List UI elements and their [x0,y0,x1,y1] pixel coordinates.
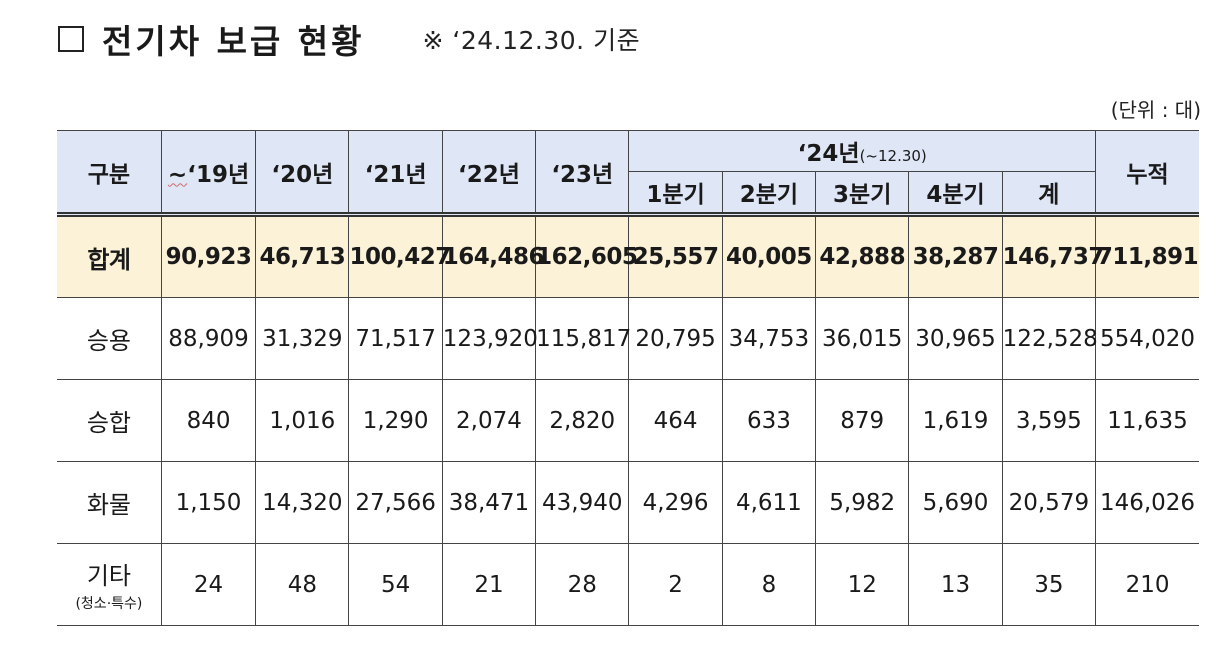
header-row-1: 구분 ~‘19년 ‘20년 ‘21년 ‘22년 ‘23년 ‘24년(~12.30… [57,130,1199,215]
table-cell: 90,923 [160,212,257,298]
table-cell: 554,020 [1095,297,1199,380]
header-q4: 4분기 [908,171,1003,215]
table-cell: 46,713 [255,212,350,298]
header-2024-period: (~12.30) [859,147,927,165]
table-cell: 13 [908,543,1003,626]
table-cell: 1,016 [255,379,350,462]
table-cell: 5,982 [815,461,910,544]
table-cell: 38,287 [908,212,1003,298]
table-cell: 42,888 [815,212,910,298]
table-cell: 40,005 [721,212,817,298]
table-cell: 840 [160,379,257,462]
row-label-text: 승용 [86,327,132,355]
table-cell: 210 [1095,543,1199,626]
table-cell: 123,920 [441,297,538,380]
header-q1: 1분기 [628,171,723,215]
table-cell: 34,753 [721,297,817,380]
table-cell: 146,737 [1001,212,1104,298]
table-cell: 21 [441,543,537,626]
title-row: 전기차 보급 현황 ※ ‘24.12.30. 기준 [58,14,640,64]
table-cell: 24 [160,543,257,626]
table-cell: 71,517 [348,297,443,380]
table-cell: 162,605 [535,212,638,298]
header-q3: 3분기 [815,171,910,215]
row-label: 기타 (청소·특수) [57,543,162,626]
table-body: 합계 90,923 46,713 100,427 164,486 162,605 25,55… [57,212,1199,626]
header-2020: ‘20년 [255,130,350,215]
table-cell: 122,528 [1001,297,1098,380]
header-2024: ‘24년(~12.30) [628,130,1097,172]
table-cell: 464 [628,379,723,462]
table-row: 승합 840 1,016 1,290 2,074 2,820 464 633 879 1,619 3… [57,379,1199,462]
table-cell: 20,579 [1001,461,1097,544]
table-row: 합계 90,923 46,713 100,427 164,486 162,605 25,55… [57,212,1199,298]
checkbox-square-icon [58,26,84,52]
table-cell: 43,940 [535,461,630,544]
header-2023: ‘23년 [535,130,630,215]
table-row: 화물 1,150 14,320 27,566 38,471 43,940 4,296 4,61… [57,461,1199,544]
table-cell: 711,891 [1095,212,1199,298]
page-title: 전기차 보급 현황 [102,22,365,61]
header-2021: ‘21년 [348,130,443,215]
table-cell: 38,471 [441,461,537,544]
date-note: ※ ‘24.12.30. 기준 [422,26,641,55]
row-label-text: 합계 [87,245,131,274]
header-q2: 2분기 [721,171,817,215]
table-cell: 633 [721,379,817,462]
row-sublabel: (청소·특수) [75,596,143,612]
table-cell: 1,150 [160,461,257,544]
table-cell: 12 [815,543,910,626]
table-cell: 2,820 [535,379,630,462]
table-cell: 30,965 [908,297,1003,380]
row-label: 화물 [57,461,162,544]
table-row: 기타 (청소·특수) 24 48 54 21 28 2 8 12 13 35 210 [57,543,1199,626]
table-cell: 2,074 [441,379,537,462]
table-cell: 88,909 [160,297,257,380]
header-2019-prefix: ~ [167,161,188,188]
ev-status-table: 구분 ~‘19년 ‘20년 ‘21년 ‘22년 ‘23년 ‘24년(~12.30… [57,130,1199,626]
table-cell: 3,595 [1001,379,1097,462]
row-label: 합계 [57,212,162,298]
table-cell: 20,795 [628,297,723,380]
row-label: 승용 [57,297,162,380]
header-sum: 계 [1001,171,1096,215]
row-label: 승합 [57,379,162,462]
table-cell: 115,817 [535,297,631,380]
header-2019: ~‘19년 [160,130,257,215]
table-cell: 4,296 [628,461,723,544]
table-cell: 11,635 [1095,379,1199,462]
table-cell: 100,427 [348,212,451,298]
header-2024-label: ‘24년 [797,141,860,167]
table-cell: 14,320 [255,461,350,544]
table-cell: 2 [628,543,723,626]
table-cell: 48 [255,543,350,626]
table-cell: 5,690 [908,461,1003,544]
header-2022: ‘22년 [441,130,537,215]
table-cell: 28 [535,543,630,626]
header-row-2: 1분기 2분기 3분기 4분기 계 [57,171,1199,215]
table-cell: 54 [348,543,443,626]
table-cell: 36,015 [815,297,910,380]
table-cell: 8 [721,543,817,626]
header-cumulative: 누적 [1095,130,1199,215]
table-cell: 27,566 [348,461,443,544]
header-2019-label: ‘19년 [187,161,250,188]
row-label-text: 화물 [86,491,132,519]
table-cell: 1,290 [348,379,443,462]
table-cell: 879 [815,379,910,462]
table-cell: 25,557 [628,212,723,298]
table-cell: 164,486 [441,212,545,298]
unit-label: (단위 : 대) [1110,98,1201,122]
table-cell: 31,329 [255,297,350,380]
table-cell: 1,619 [908,379,1003,462]
table-cell: 146,026 [1095,461,1199,544]
table-row: 승용 88,909 31,329 71,517 123,920 115,817 20,795… [57,297,1199,380]
row-label-text: 기타 [86,562,132,590]
table-cell: 35 [1001,543,1097,626]
header-category: 구분 [57,130,162,215]
table-cell: 4,611 [721,461,817,544]
row-label-text: 승합 [86,409,132,437]
